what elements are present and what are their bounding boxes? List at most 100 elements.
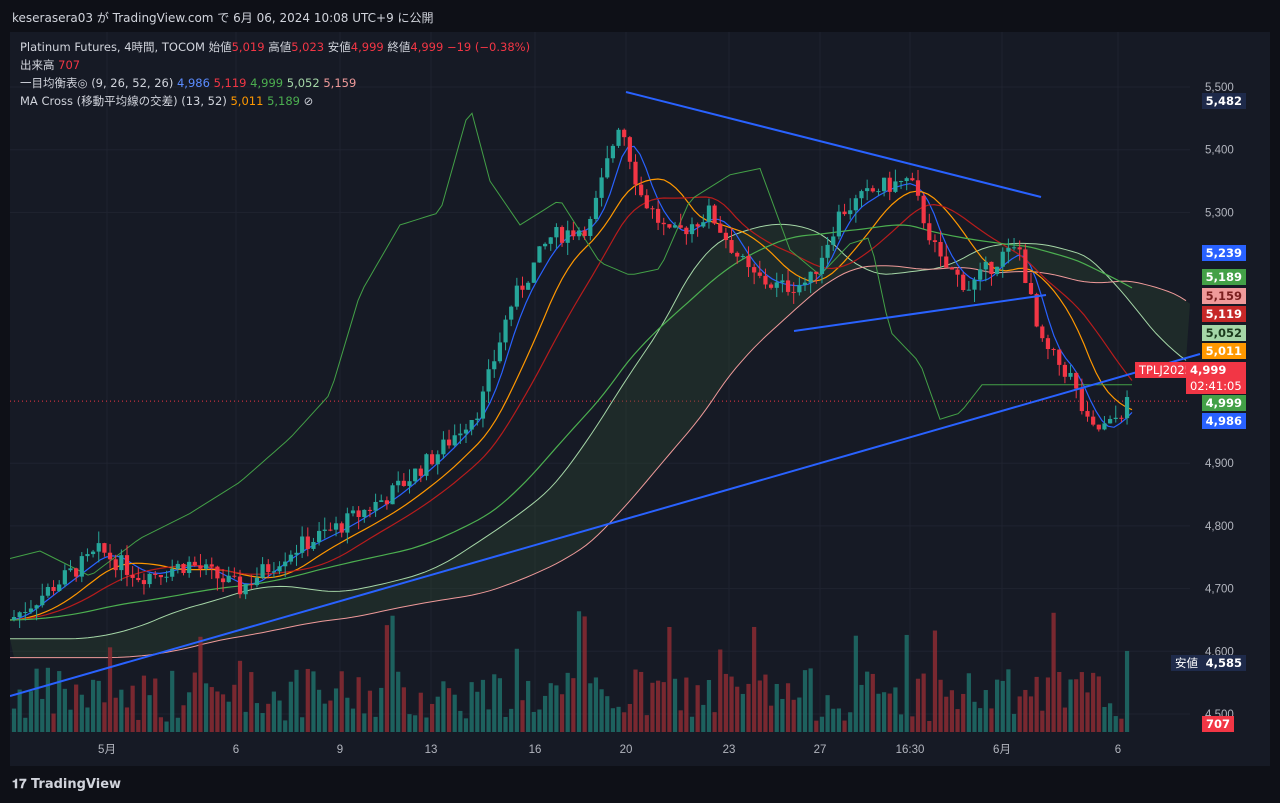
chart-canvas[interactable]: 5,5005,4005,3004,9004,8004,7004,6004,500… <box>10 32 1270 766</box>
volume-bar <box>435 696 440 732</box>
volume-bar <box>938 679 943 732</box>
volume-bar <box>305 668 310 732</box>
price-4999: 4,999 <box>1201 395 1246 411</box>
candle-body <box>678 225 683 228</box>
low-tag: 安値 <box>1171 655 1202 671</box>
ichimoku-cloud <box>10 223 1190 659</box>
candle-body <box>599 177 604 198</box>
volume-bar <box>882 692 887 732</box>
volume-bar <box>678 710 683 732</box>
candle-body <box>944 256 949 268</box>
volume-bar <box>622 712 627 732</box>
volume-bar <box>543 695 548 732</box>
candle-body <box>119 555 124 571</box>
candle-body <box>45 587 50 596</box>
candle-body <box>1006 247 1011 252</box>
volume-bar <box>62 688 67 732</box>
candle-body <box>311 541 316 549</box>
volume-label: 出来高 <box>20 58 55 72</box>
brand-name: TradingView <box>30 777 122 792</box>
candle-body <box>769 284 774 288</box>
candle-body <box>11 616 17 620</box>
candle-body <box>887 177 892 192</box>
candle-body <box>17 612 22 617</box>
volume-bar <box>463 718 469 732</box>
candle-body <box>921 195 926 224</box>
legend-symbol-row[interactable]: Platinum Futures, 4時間, TOCOM 始値5,019 高値5… <box>20 38 530 56</box>
candle-body <box>91 551 96 555</box>
candle-body <box>932 240 938 242</box>
volume-bar <box>548 683 553 732</box>
volume-bar <box>1108 703 1113 732</box>
volume-bar <box>271 691 276 732</box>
legend-ichimoku-row[interactable]: 一目均衡表◎ (9, 26, 52, 26) 4,986 5,119 4,999… <box>20 74 530 92</box>
candle-body <box>927 223 932 241</box>
volume-bar <box>367 690 373 732</box>
volume-bar <box>944 696 949 732</box>
volume-bar <box>978 708 983 732</box>
volume-bar <box>876 693 881 732</box>
volume-bar <box>260 713 265 732</box>
candle-body <box>350 510 356 514</box>
volume-bars <box>11 611 1130 732</box>
volume-bar <box>170 670 175 732</box>
chart-pane[interactable]: 5,500 5,400 5,300 4,900 4,800 4,700 4,600 4,500… <box>10 32 1270 766</box>
volume-bar <box>215 691 220 732</box>
last-price-label: 4,999 02:41:05 <box>1186 362 1246 394</box>
candle-body <box>294 552 299 555</box>
volume-bar <box>232 684 237 732</box>
candle-body <box>1108 418 1113 424</box>
low-price-label: 4,585 <box>1201 655 1246 671</box>
trendlines[interactable] <box>10 91 1201 697</box>
candle-body <box>565 230 570 243</box>
hidden-icon[interactable]: ⊘ <box>303 94 314 108</box>
candle-body <box>475 418 480 420</box>
symbol-name[interactable]: Platinum Futures, 4時間, TOCOM <box>20 40 205 54</box>
volume-bar <box>1124 650 1130 732</box>
volume-bar <box>701 704 706 732</box>
volume-bar <box>898 714 904 732</box>
candle-body <box>441 439 446 455</box>
volume-bar <box>345 697 350 732</box>
legend-volume-row[interactable]: 出来高 707 <box>20 56 530 74</box>
close-label: 終値 <box>387 40 411 54</box>
time-axis[interactable]: 5月 6 9 13 16 20 23 27 16:30 6月 6 <box>98 744 1121 756</box>
candle-body <box>740 255 745 257</box>
time-tick: 27 <box>814 744 827 756</box>
volume-bar <box>910 716 915 732</box>
volume-bar <box>492 674 497 732</box>
price-tick: 4,700 <box>1205 584 1234 596</box>
candle-body <box>785 280 791 292</box>
volume-bar <box>672 678 678 732</box>
volume-bar <box>158 717 163 732</box>
price-4986: 4,986 <box>1201 413 1246 429</box>
volume-bar <box>1091 672 1096 732</box>
volume-bar <box>322 703 327 732</box>
volume-bar <box>1079 672 1084 732</box>
volume-bar <box>1000 680 1005 732</box>
support-trendline <box>10 353 1201 697</box>
volume-bar <box>819 716 825 732</box>
volume-bar <box>119 689 124 732</box>
candle-body <box>870 188 875 192</box>
candle-body <box>136 577 141 581</box>
chikou-line <box>10 112 1132 576</box>
volume-bar <box>1057 671 1062 732</box>
tradingview-logo[interactable]: 𝟏𝟕 TradingView <box>12 777 121 792</box>
candle-body <box>825 244 830 258</box>
volume-bar <box>769 705 774 732</box>
candle-body <box>158 574 163 578</box>
candle-body <box>226 575 231 583</box>
candle-body <box>147 573 152 585</box>
candle-body <box>1011 247 1017 249</box>
candle-body <box>627 137 632 162</box>
candle-body <box>949 267 954 270</box>
ma-fast-line <box>10 178 1133 621</box>
candle-body <box>181 563 186 573</box>
volume-bar <box>249 672 254 732</box>
candle-body <box>712 205 717 224</box>
volume-bar <box>627 703 632 732</box>
legend-ma-row[interactable]: MA Cross (移動平均線の交差) (13, 52) 5,011 5,189… <box>20 92 530 110</box>
volume-bar <box>983 690 988 732</box>
volume-bar <box>317 689 322 732</box>
